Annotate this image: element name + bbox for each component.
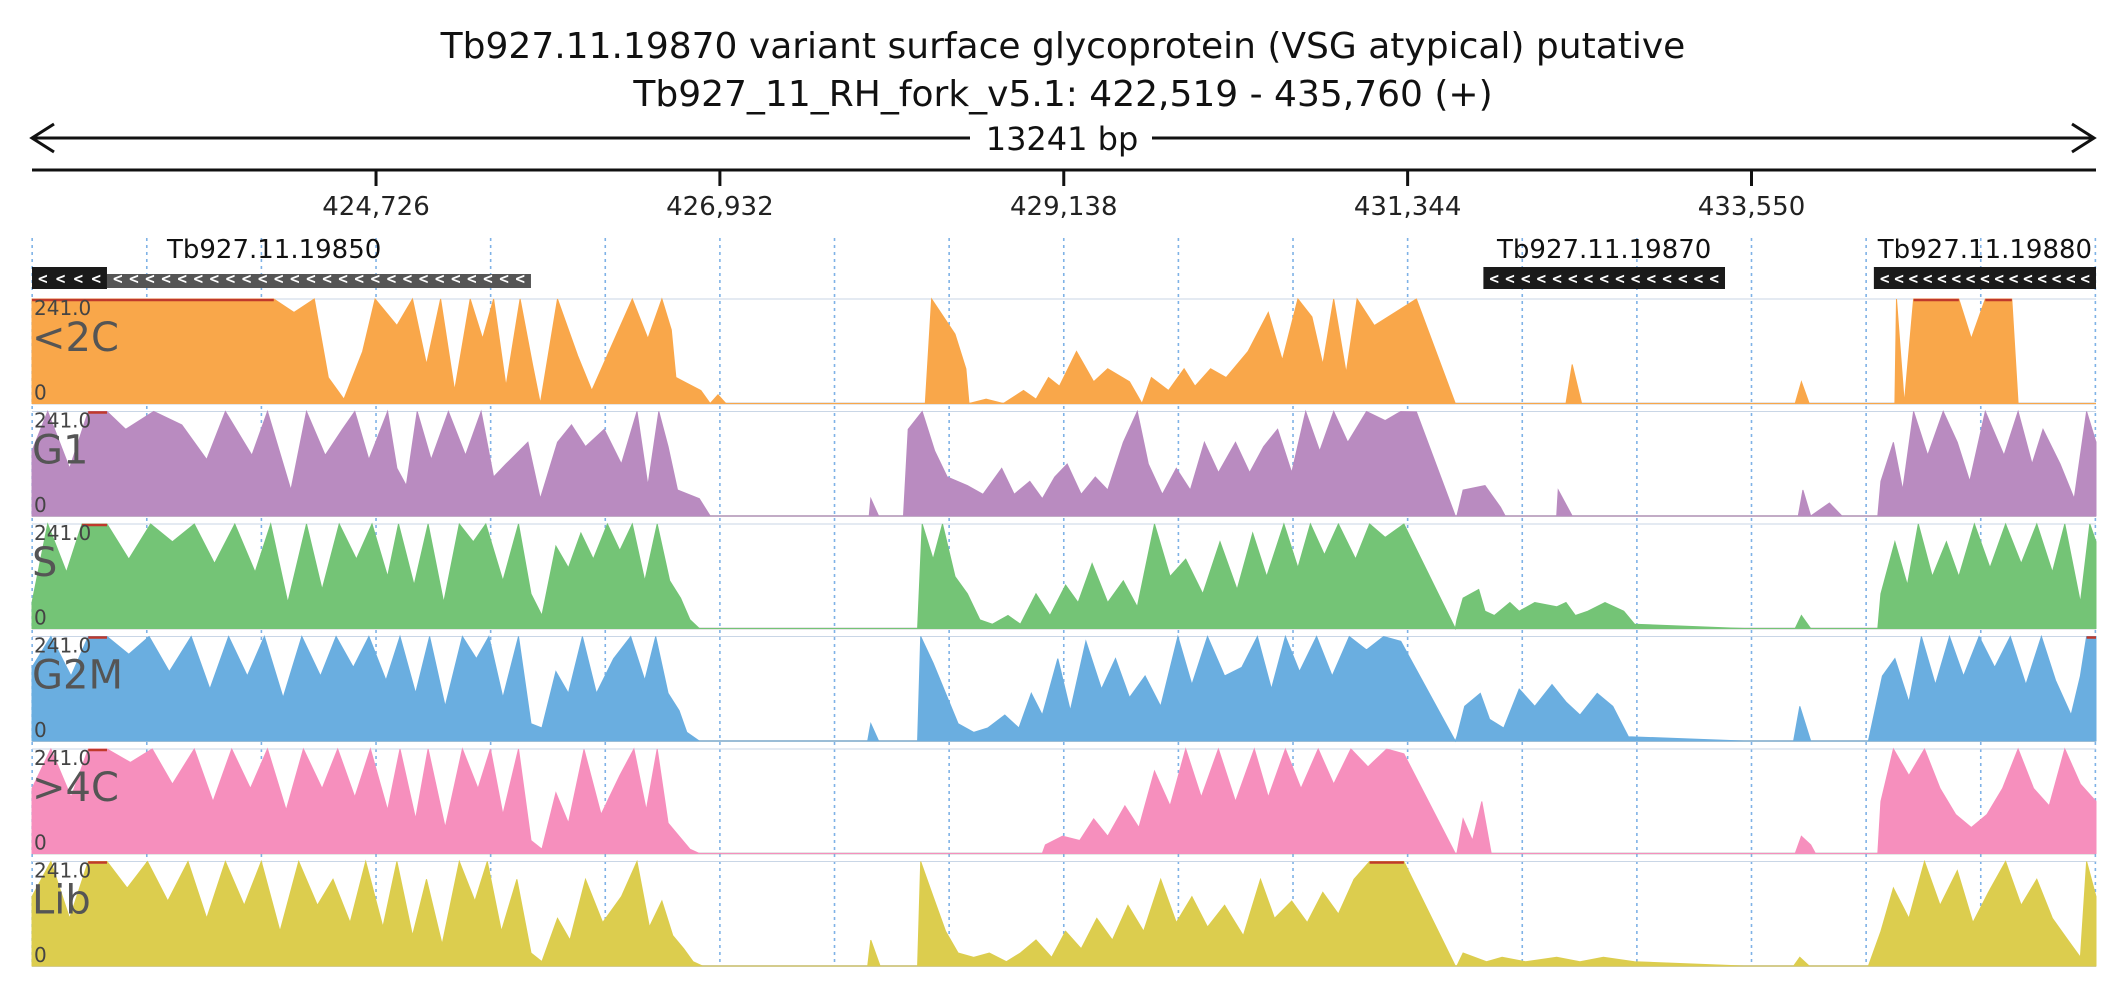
track-min-label: 0: [34, 831, 47, 855]
gene-bar: [32, 267, 107, 289]
track-lib: 241.0 0 Lib: [31, 859, 2097, 967]
track-name: S: [32, 540, 57, 586]
strand-chevrons: < < < <: [38, 269, 101, 288]
gene-bar: [1873, 267, 2096, 289]
track-max-label: 241.0: [34, 746, 91, 770]
chart-title-line2: Tb927_11_RH_fork_v5.1: 422,519 - 435,760…: [632, 74, 1492, 115]
x-tick-label: 431,344: [1354, 192, 1462, 222]
x-tick-label: 433,550: [1698, 192, 1806, 222]
track-g1: 241.0 0 G1: [31, 409, 2097, 517]
strand-chevrons: < < < < < < < < < < < < < < < < < < < < …: [113, 269, 525, 288]
span-arrow-right-icon: [2071, 122, 2097, 154]
gene-label: Tb927.11.19880: [1877, 235, 2092, 265]
chart-title-line1: Tb927.11.19870 variant surface glycoprot…: [440, 26, 1686, 67]
track-max-label: 241.0: [34, 634, 91, 658]
coverage-area: [31, 522, 2097, 631]
coverage-area: [31, 634, 2097, 743]
track-max-label: 241.0: [34, 296, 91, 320]
x-tick-label: 424,726: [322, 192, 430, 222]
track-name: Lib: [32, 878, 91, 924]
gene-bar: [1483, 267, 1726, 289]
track-max-label: 241.0: [34, 859, 91, 883]
track-4c: 241.0 0 >4C: [31, 746, 2097, 855]
track-max-label: 241.0: [34, 521, 91, 545]
coverage-area: [31, 409, 2097, 517]
track-name: <2C: [32, 315, 119, 361]
span-arrow-left-icon: [29, 122, 55, 154]
track-2c: 241.0 0 <2C: [31, 296, 2096, 405]
track-max-label: 241.0: [34, 409, 91, 433]
track-name: G2M: [32, 653, 123, 699]
track-name: G1: [32, 428, 88, 474]
coverage-area: [31, 747, 2097, 854]
track-name: >4C: [32, 765, 119, 811]
track-g2m: 241.0 0 G2M: [31, 634, 2097, 743]
strand-chevrons: < < < < < < < < < < < < < < <: [1489, 269, 1719, 288]
track-min-label: 0: [34, 493, 47, 517]
coverage-area: [31, 859, 2097, 967]
track-min-label: 0: [34, 718, 47, 742]
track-s: 241.0 0 S: [31, 521, 2097, 631]
strand-chevrons: < < < < < < < < < < < < < < <: [1880, 269, 2090, 288]
x-tick-label: 426,932: [666, 192, 774, 222]
gene-label: Tb927.11.19850: [166, 235, 381, 265]
track-min-label: 0: [34, 381, 47, 405]
track-min-label: 0: [34, 606, 47, 630]
gene-bar: [106, 274, 531, 288]
coverage-area: [31, 297, 2096, 405]
gene-label: Tb927.11.19870: [1496, 235, 1711, 265]
track-min-label: 0: [34, 943, 47, 967]
x-tick-label: 429,138: [1010, 192, 1118, 222]
span-length-label: 13241 bp: [986, 120, 1139, 158]
